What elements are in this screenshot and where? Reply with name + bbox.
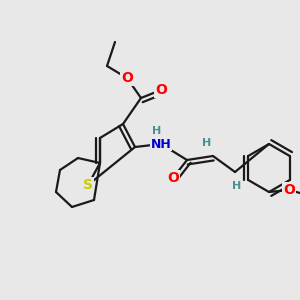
Text: S: S xyxy=(83,178,93,192)
Text: O: O xyxy=(283,183,295,197)
Text: H: H xyxy=(152,126,162,136)
Text: H: H xyxy=(202,138,211,148)
Text: O: O xyxy=(121,71,133,85)
Text: O: O xyxy=(167,171,179,185)
Text: H: H xyxy=(232,181,242,191)
Text: O: O xyxy=(155,83,167,97)
Text: NH: NH xyxy=(151,137,171,151)
